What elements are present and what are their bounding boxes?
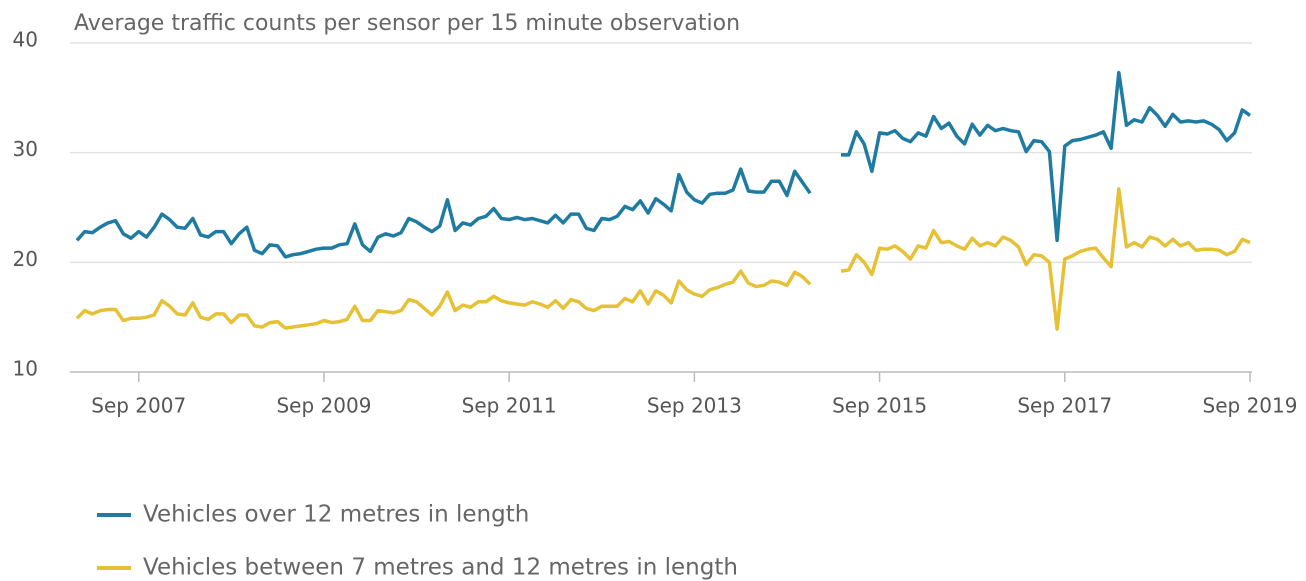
x-tick-label: Sep 2019 [1203, 394, 1298, 418]
legend-label: Vehicles over 12 metres in length [143, 502, 529, 528]
x-tick-label: Sep 2009 [276, 394, 371, 418]
x-tick-label: Sep 2011 [462, 394, 557, 418]
chart-title: Average traffic counts per sensor per 15… [74, 11, 740, 36]
legend-label: Vehicles between 7 metres and 12 metres … [143, 555, 738, 581]
y-tick-label: 30 [13, 137, 38, 161]
series-line [75, 70, 1252, 259]
x-tick-label: Sep 2015 [832, 394, 927, 418]
x-tick-label: Sep 2013 [647, 394, 742, 418]
series-line [75, 187, 1251, 331]
y-tick-label: 10 [13, 357, 38, 381]
x-tick-label: Sep 2007 [91, 394, 186, 418]
y-tick-label: 40 [13, 28, 38, 52]
y-tick-label: 20 [13, 247, 38, 271]
x-tick-label: Sep 2017 [1017, 394, 1112, 418]
